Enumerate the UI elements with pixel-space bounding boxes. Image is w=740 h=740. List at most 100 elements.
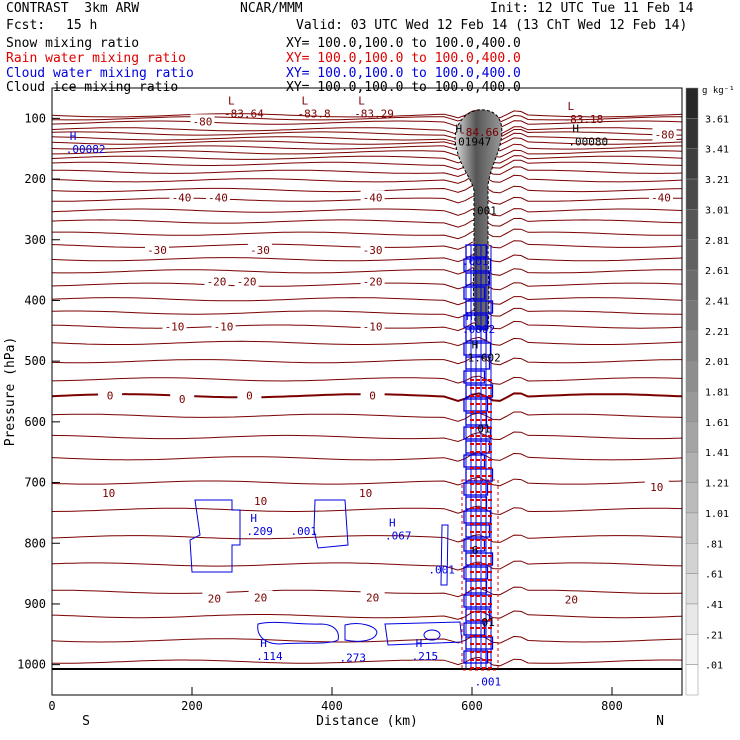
extremum-value: .00080 <box>568 135 608 148</box>
extremum-value: -84.66 <box>459 126 499 139</box>
temperature-contour-label: -10 <box>165 321 185 334</box>
temperature-contour-label: -20 <box>207 276 227 289</box>
cloud-box-2 <box>313 499 349 549</box>
field-name-ice: Cloud ice mixing ratio <box>6 80 179 95</box>
colorbar-label: .81 <box>705 539 723 550</box>
contour-label-bg <box>360 590 385 604</box>
temperature-contour-label: -30 <box>250 244 270 257</box>
colorbar-segment <box>685 634 699 665</box>
contour-label-bg <box>169 190 194 204</box>
colorbar-label: 1.41 <box>705 448 729 459</box>
isotherm-line <box>51 113 682 123</box>
extremum-value: 01 <box>477 422 490 435</box>
extremum-marker: L <box>302 94 309 107</box>
y-tick-label: 500 <box>24 354 46 368</box>
colorbar-label: 2.61 <box>705 266 729 277</box>
cloud-low-4 <box>423 629 441 641</box>
extremum-value: 6 <box>472 544 479 557</box>
colorbar-segment <box>685 603 699 635</box>
temperature-contour-label: -80 <box>193 115 213 128</box>
fcst-value: 15 h <box>66 18 98 33</box>
colorbar-segment <box>685 543 699 574</box>
extremum-value: .209 <box>246 525 273 538</box>
extremum-marker: L <box>228 94 235 107</box>
contour-label-bg <box>559 592 584 606</box>
contour-label-bg <box>234 274 259 288</box>
colorbar-label: 2.21 <box>705 327 729 338</box>
temperature-contour-label: -20 <box>363 276 383 289</box>
colorbar-segment <box>685 239 699 271</box>
extremum-value: .215 <box>412 650 439 663</box>
colorbar-label: .21 <box>705 630 723 641</box>
isotherm-line <box>51 118 683 129</box>
colorbar-units: g kg⁻¹ <box>702 86 735 96</box>
colorbar-segment <box>685 330 699 362</box>
extremum-marker: H <box>416 637 423 650</box>
colorbar-label: .61 <box>705 570 723 581</box>
cloud-water-contours <box>189 244 499 671</box>
isotherm-line <box>51 132 683 144</box>
extremum-marker: L <box>568 100 575 113</box>
isotherm-line <box>52 656 683 667</box>
isotherm-line <box>51 452 683 462</box>
isotherm-line <box>51 136 683 146</box>
y-tick-label: 100 <box>24 111 46 125</box>
extremum-value: .001 <box>462 255 489 268</box>
field-name-cloud: Cloud water mixing ratio <box>6 66 194 81</box>
contour-label-bg <box>145 243 169 257</box>
colorbar-label: .01 <box>705 661 723 672</box>
cloud-core-cell <box>463 286 486 300</box>
isotherm-line <box>51 375 683 385</box>
field-name-rain: Rain water mixing ratio <box>6 51 187 66</box>
temperature-contour-label: -20 <box>237 276 257 289</box>
contour-label-bg <box>360 274 385 288</box>
temperature-contour-label: 10 <box>102 487 115 500</box>
field-xy-cloud: XY= 100.0,100.0 to 100.0,400.0 <box>286 66 521 81</box>
cloud-low-2 <box>344 623 378 642</box>
contour-label-bg <box>170 391 195 405</box>
temperature-contour-label: -30 <box>363 244 383 257</box>
x-tick-label: 0 <box>48 699 55 713</box>
temperature-contour-label: 0 <box>179 393 186 406</box>
isotherm-line <box>51 431 683 443</box>
colorbar-segment <box>685 573 699 605</box>
extremum-value: -83.29 <box>354 107 394 120</box>
isotherm-line <box>51 154 683 164</box>
extremum-marker: H <box>260 637 267 650</box>
cloud-core-cell <box>463 538 486 552</box>
x-tick-label: 600 <box>461 699 483 713</box>
temperature-contour-label: 20 <box>565 594 578 607</box>
colorbar-segment <box>685 512 699 544</box>
extremum-marker: H <box>250 512 257 525</box>
cloud-core-cell <box>463 370 486 384</box>
colorbar-segment <box>685 391 699 423</box>
contour-label-bg <box>360 243 385 257</box>
colorbar-label: 3.21 <box>705 175 729 186</box>
contour-label-bg <box>96 485 121 499</box>
temperature-contour-label: -10 <box>363 321 383 334</box>
contour-label-bg <box>205 190 230 204</box>
y-tick-label: 400 <box>24 293 46 307</box>
isotherm-line <box>52 228 682 240</box>
isotherm-line <box>51 336 683 347</box>
contour-label-bg <box>202 591 227 605</box>
isotherm-line <box>51 634 683 644</box>
temperature-contour-label: 0 <box>107 390 114 403</box>
isotherm-line <box>51 505 683 516</box>
extremum-value: .001 <box>475 676 502 689</box>
colorbar-label: 3.41 <box>705 145 729 156</box>
contour-label-bg <box>649 190 673 204</box>
rain-envelope <box>461 479 499 671</box>
extremum-value: .00082 <box>66 143 106 156</box>
colorbar-label: 2.81 <box>705 236 729 247</box>
isotherm-line <box>51 159 683 171</box>
temperature-contour-label: 10 <box>650 481 663 494</box>
colorbar-label: 2.01 <box>705 357 729 368</box>
field-xy-snow: XY= 100.0,100.0 to 100.0,400.0 <box>286 36 521 51</box>
isotherm-line <box>51 307 682 319</box>
y-tick-label: 1000 <box>17 658 46 672</box>
x-tick-label: 200 <box>181 699 203 713</box>
extremum-marker: H <box>466 310 473 323</box>
